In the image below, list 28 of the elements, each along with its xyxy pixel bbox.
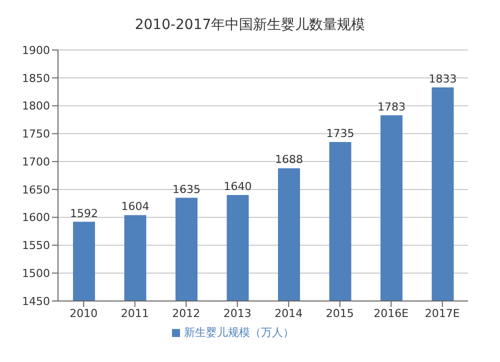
x-tick-label: 2017E bbox=[424, 306, 460, 320]
data-label: 1735 bbox=[326, 127, 354, 140]
y-tick-label: 1850 bbox=[22, 72, 50, 85]
y-tick-label: 1500 bbox=[22, 267, 50, 280]
y-tick-label: 1600 bbox=[22, 211, 50, 224]
chart-title: 2010-2017年中国新生婴儿数量规模 bbox=[134, 16, 366, 35]
data-label: 1833 bbox=[428, 72, 457, 86]
data-label: 1635 bbox=[172, 182, 200, 196]
y-tick-label: 1700 bbox=[22, 155, 50, 168]
x-tick-label: 2012 bbox=[172, 306, 200, 320]
y-tick-label: 1800 bbox=[22, 100, 50, 113]
x-tick-label: 2014 bbox=[274, 306, 303, 320]
data-label: 1592 bbox=[70, 206, 98, 220]
data-label: 1640 bbox=[224, 180, 252, 194]
data-label: 1688 bbox=[275, 153, 303, 166]
y-tick-label: 1450 bbox=[22, 294, 50, 308]
y-tick-label: 1550 bbox=[22, 239, 50, 252]
data-label: 1783 bbox=[378, 100, 406, 114]
y-tick-label: 1650 bbox=[22, 183, 50, 196]
legend-label: 新生婴儿规模（万人） bbox=[184, 326, 294, 339]
x-tick-label: 2013 bbox=[223, 306, 252, 320]
x-tick-label: 2015 bbox=[326, 306, 354, 320]
y-tick-label: 1900 bbox=[22, 44, 50, 57]
data-label: 1604 bbox=[121, 200, 150, 214]
x-tick-label: 2010 bbox=[70, 306, 98, 320]
x-tick-label: 2011 bbox=[120, 306, 149, 320]
y-tick-label: 1750 bbox=[22, 128, 50, 141]
x-tick-label: 2016E bbox=[374, 306, 409, 320]
